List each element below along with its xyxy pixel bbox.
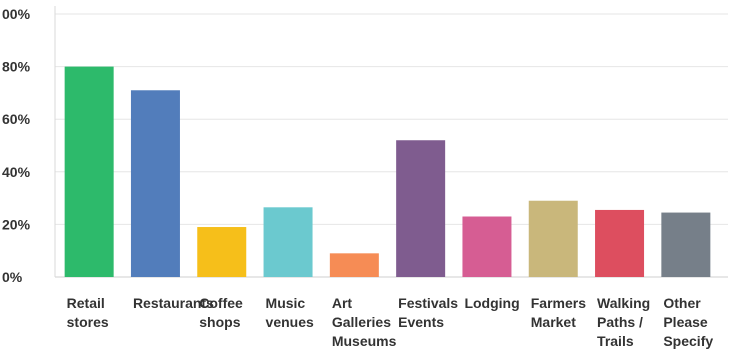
- category-label: Trails: [597, 333, 634, 349]
- y-tick-label: 00%: [2, 6, 31, 22]
- bar: [462, 216, 512, 277]
- category-label: Other: [663, 295, 701, 311]
- bar: [263, 207, 313, 277]
- category-label: Walking: [597, 295, 650, 311]
- category-label: Music: [266, 295, 306, 311]
- category-label: Farmers: [531, 295, 586, 311]
- y-tick-label: 40%: [2, 164, 31, 180]
- category-label: Please: [663, 314, 708, 330]
- y-tick-label: 20%: [2, 216, 31, 232]
- bars: [64, 66, 711, 278]
- category-label: Retail: [67, 295, 105, 311]
- category-label: stores: [67, 314, 109, 330]
- bar: [329, 253, 379, 277]
- bar: [396, 140, 446, 277]
- category-label: Market: [531, 314, 576, 330]
- category-label: venues: [266, 314, 314, 330]
- bar: [528, 200, 578, 277]
- category-label: Specify: [663, 333, 713, 349]
- category-label: Events: [398, 314, 444, 330]
- category-label: Museums: [332, 333, 397, 349]
- category-label: Lodging: [464, 295, 519, 311]
- y-tick-label: 80%: [2, 59, 31, 75]
- category-label: shops: [199, 314, 240, 330]
- bar: [197, 227, 247, 277]
- y-tick-label: 60%: [2, 111, 31, 127]
- bar: [64, 66, 114, 277]
- category-label: Festivals: [398, 295, 458, 311]
- category-label: Restaurants: [133, 295, 214, 311]
- category-label: Galleries: [332, 314, 391, 330]
- bar: [130, 90, 180, 278]
- y-tick-labels: 0% 20% 40% 60% 80% 00%: [2, 6, 31, 285]
- category-label: Paths /: [597, 314, 643, 330]
- bar: [595, 209, 645, 277]
- category-label: Art: [332, 295, 353, 311]
- category-label: Coffee: [199, 295, 243, 311]
- bar: [661, 212, 711, 277]
- y-tick-label: 0%: [2, 269, 23, 285]
